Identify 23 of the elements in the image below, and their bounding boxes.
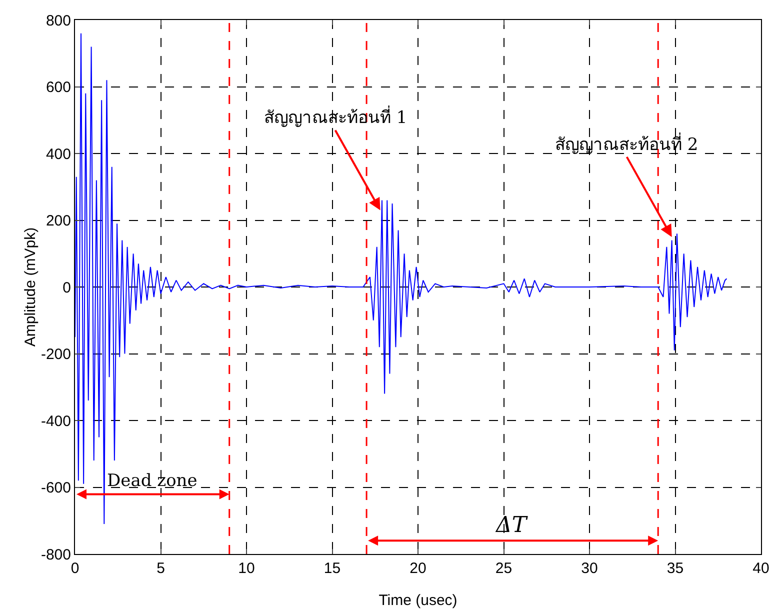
x-tick-label: 10 — [238, 560, 255, 577]
y-tick-label: -800 — [40, 546, 71, 564]
annotation: สัญญาณสะท้อนที่ 1 — [264, 105, 408, 128]
x-tick-label: 20 — [410, 560, 426, 577]
y-tick-label: 600 — [46, 79, 71, 96]
x-tick-label: 40 — [752, 560, 770, 577]
y-axis-title: Amplitude (mVpk) — [22, 227, 39, 347]
y-tick-label: -200 — [40, 346, 71, 363]
y-tick-label: 0 — [62, 279, 71, 296]
annotation: ΔT — [495, 513, 529, 538]
x-tick-label: 25 — [495, 560, 512, 577]
annotation: Dead zone — [107, 471, 198, 491]
y-tick-label: 800 — [46, 12, 71, 30]
x-axis-title: Time (usec) — [378, 592, 458, 609]
x-tick-label: 15 — [324, 560, 341, 577]
y-tick-label: 200 — [46, 212, 71, 230]
x-tick-label: 5 — [156, 560, 165, 577]
y-tick-label: -400 — [40, 412, 71, 430]
y-tick-label: 400 — [46, 146, 71, 163]
y-tick-label: -600 — [40, 480, 71, 496]
annotation: สัญญาณสะท้อนที่ 2 — [555, 132, 698, 155]
x-tick-label: 35 — [666, 560, 684, 577]
x-tick-label: 30 — [581, 560, 598, 577]
